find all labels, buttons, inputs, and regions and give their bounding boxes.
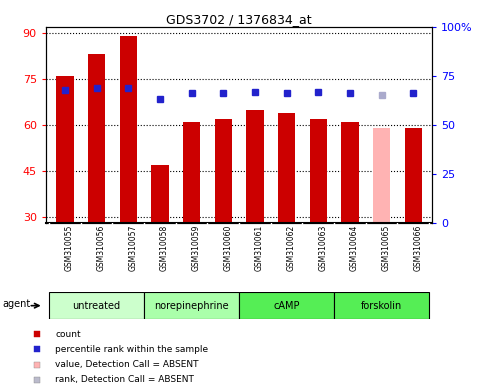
Text: GSM310064: GSM310064 [350, 225, 359, 271]
Bar [144, 292, 239, 319]
Bar [310, 119, 327, 223]
Text: cAMP: cAMP [273, 301, 300, 311]
Text: count: count [55, 330, 81, 339]
Text: percentile rank within the sample: percentile rank within the sample [55, 345, 208, 354]
Text: GSM310058: GSM310058 [160, 225, 169, 271]
Text: GSM310061: GSM310061 [255, 225, 264, 271]
Text: GSM310055: GSM310055 [65, 225, 74, 271]
Title: GDS3702 / 1376834_at: GDS3702 / 1376834_at [166, 13, 312, 26]
Text: GSM310062: GSM310062 [286, 225, 296, 271]
Bar [239, 292, 334, 319]
Bar [49, 292, 144, 319]
Bar [246, 109, 264, 223]
Bar [341, 122, 359, 223]
Text: GSM310065: GSM310065 [382, 225, 391, 271]
Bar [278, 113, 295, 223]
Text: GSM310056: GSM310056 [97, 225, 106, 271]
Text: agent: agent [2, 299, 30, 309]
Text: value, Detection Call = ABSENT: value, Detection Call = ABSENT [55, 360, 199, 369]
Bar [405, 128, 422, 223]
Text: GSM310066: GSM310066 [413, 225, 422, 271]
Text: untreated: untreated [72, 301, 121, 311]
Bar [373, 128, 390, 223]
Text: GSM310063: GSM310063 [318, 225, 327, 271]
Text: forskolin: forskolin [361, 301, 402, 311]
Text: GSM310059: GSM310059 [192, 225, 200, 271]
Text: rank, Detection Call = ABSENT: rank, Detection Call = ABSENT [55, 375, 194, 384]
Text: norepinephrine: norepinephrine [154, 301, 229, 311]
Bar [151, 165, 169, 223]
Bar [214, 119, 232, 223]
Bar [119, 36, 137, 223]
Bar [334, 292, 429, 319]
Bar [183, 122, 200, 223]
Text: GSM310057: GSM310057 [128, 225, 137, 271]
Bar [56, 76, 73, 223]
Text: GSM310060: GSM310060 [223, 225, 232, 271]
Bar [88, 55, 105, 223]
